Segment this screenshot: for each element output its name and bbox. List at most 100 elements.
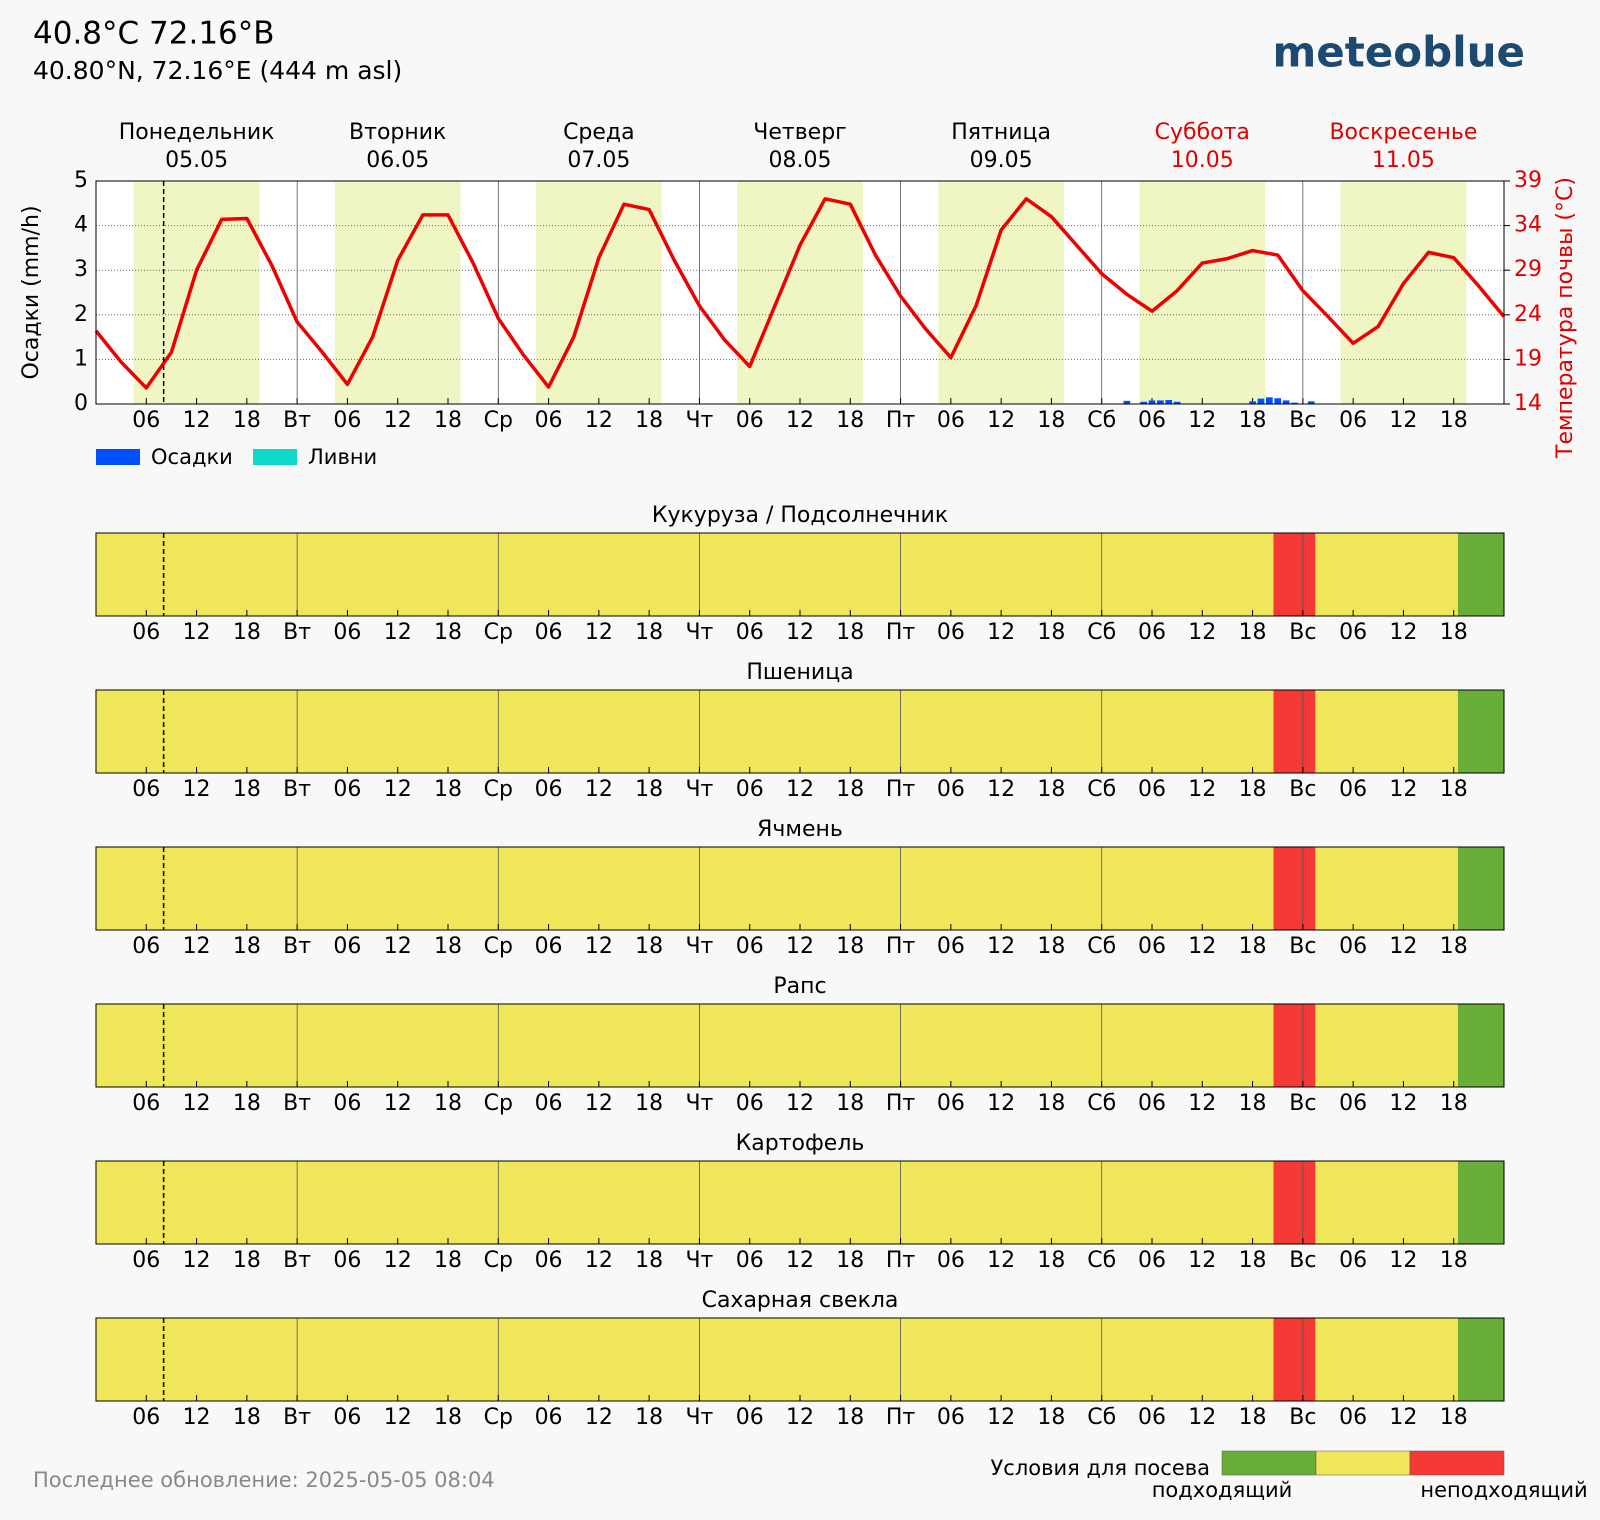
day-date: 05.05 bbox=[165, 148, 228, 173]
x-tick-label: 12 bbox=[786, 934, 814, 959]
panel-title: Рапс bbox=[773, 974, 826, 999]
x-tick-label: 12 bbox=[585, 777, 613, 802]
x-tick-label: 12 bbox=[384, 620, 412, 645]
y2-tick-label: 19 bbox=[1514, 346, 1542, 371]
x-tick-label: Вт bbox=[283, 408, 311, 433]
day-name: Понедельник bbox=[119, 120, 275, 145]
x-tick-label: 18 bbox=[635, 934, 663, 959]
x-tick-label: 12 bbox=[183, 934, 211, 959]
x-tick-label: 18 bbox=[434, 408, 462, 433]
x-tick-label: 18 bbox=[635, 620, 663, 645]
x-tick-label: 18 bbox=[233, 1405, 261, 1430]
precip-bar bbox=[1265, 397, 1273, 404]
x-tick-label: 18 bbox=[434, 620, 462, 645]
precip-bar bbox=[1173, 401, 1181, 404]
daylight bbox=[737, 181, 863, 404]
precip-bar bbox=[1257, 398, 1265, 404]
x-tick-label: 06 bbox=[535, 1405, 563, 1430]
y-tick-label: 1 bbox=[74, 346, 88, 371]
condition-segment bbox=[1315, 1004, 1458, 1087]
x-tick-label: 06 bbox=[535, 408, 563, 433]
x-tick-label: 12 bbox=[384, 1248, 412, 1273]
x-tick-label: 12 bbox=[384, 408, 412, 433]
panel-frame bbox=[95, 532, 1505, 617]
x-tick-label: 18 bbox=[1239, 777, 1267, 802]
x-tick-label: Пт bbox=[886, 1248, 916, 1273]
condition-segment bbox=[96, 690, 1274, 773]
x-tick-label: 18 bbox=[1239, 620, 1267, 645]
x-tick-label: 18 bbox=[836, 1248, 864, 1273]
x-tick-label: 18 bbox=[1239, 1248, 1267, 1273]
x-tick-label: 12 bbox=[1188, 620, 1216, 645]
x-tick-label: 06 bbox=[535, 1248, 563, 1273]
daylight bbox=[938, 181, 1064, 404]
x-tick-label: 06 bbox=[1138, 934, 1166, 959]
x-tick-label: Чт bbox=[685, 620, 713, 645]
y2-tick-label: 29 bbox=[1514, 257, 1542, 282]
x-tick-label: 12 bbox=[585, 1248, 613, 1273]
x-tick-label: 18 bbox=[1037, 1091, 1065, 1116]
day-date: 11.05 bbox=[1372, 148, 1435, 173]
x-tick-label: Ср bbox=[484, 620, 513, 645]
precip-bar bbox=[1274, 398, 1282, 404]
x-tick-label: Ср bbox=[484, 408, 513, 433]
precip-bar bbox=[1148, 400, 1156, 404]
x-tick-label: 18 bbox=[434, 1091, 462, 1116]
y2-tick-label: 39 bbox=[1514, 168, 1542, 193]
x-tick-label: 12 bbox=[384, 934, 412, 959]
x-tick-label: 06 bbox=[333, 934, 361, 959]
panel-frame bbox=[95, 1003, 1505, 1088]
x-tick-label: 12 bbox=[384, 1091, 412, 1116]
x-tick-label: Вт bbox=[283, 1405, 311, 1430]
y-tick-label: 3 bbox=[74, 257, 88, 282]
x-tick-label: 18 bbox=[635, 1248, 663, 1273]
x-tick-label: Ср bbox=[484, 934, 513, 959]
x-tick-label: 12 bbox=[1389, 408, 1417, 433]
x-tick-label: 12 bbox=[987, 1091, 1015, 1116]
x-tick-label: Вт bbox=[283, 777, 311, 802]
condition-segment bbox=[1457, 1318, 1504, 1401]
x-tick-label: 12 bbox=[585, 620, 613, 645]
x-tick-label: 06 bbox=[937, 934, 965, 959]
x-tick-label: 06 bbox=[1138, 1405, 1166, 1430]
x-tick-label: Вс bbox=[1289, 934, 1316, 959]
condition-segment bbox=[1273, 690, 1316, 773]
x-tick-label: 06 bbox=[535, 934, 563, 959]
x-tick-label: 06 bbox=[333, 620, 361, 645]
logo: meteoblue bbox=[1272, 28, 1525, 77]
x-tick-label: Вт bbox=[283, 934, 311, 959]
x-tick-label: 06 bbox=[736, 934, 764, 959]
x-tick-label: 18 bbox=[836, 777, 864, 802]
x-tick-label: 06 bbox=[333, 408, 361, 433]
x-tick-label: 12 bbox=[786, 1091, 814, 1116]
day-date: 10.05 bbox=[1171, 148, 1234, 173]
x-tick-label: 06 bbox=[1339, 934, 1367, 959]
x-tick-label: 12 bbox=[1389, 777, 1417, 802]
x-tick-label: 12 bbox=[585, 408, 613, 433]
condition-segment bbox=[1273, 1161, 1316, 1244]
x-tick-label: 06 bbox=[1339, 1091, 1367, 1116]
plot-frame bbox=[95, 180, 1505, 405]
x-tick-label: 06 bbox=[1339, 1405, 1367, 1430]
condition-segment bbox=[1315, 690, 1458, 773]
x-tick-label: 06 bbox=[1339, 777, 1367, 802]
legend-label: Ливни bbox=[308, 445, 377, 469]
legend-label: Осадки bbox=[151, 445, 233, 469]
x-tick-label: Вт bbox=[283, 1248, 311, 1273]
x-tick-label: 06 bbox=[132, 934, 160, 959]
y-tick-label: 0 bbox=[74, 391, 88, 416]
panel-title: Пшеница bbox=[746, 660, 853, 685]
day-date: 06.05 bbox=[366, 148, 429, 173]
x-tick-label: 18 bbox=[1440, 1248, 1468, 1273]
legend-title: Условия для посева bbox=[991, 1456, 1211, 1480]
x-tick-label: 12 bbox=[1389, 1248, 1417, 1273]
x-tick-label: Ср bbox=[484, 1405, 513, 1430]
legend-swatch bbox=[253, 449, 297, 465]
x-tick-label: 12 bbox=[786, 620, 814, 645]
x-tick-label: Сб bbox=[1087, 408, 1116, 433]
condition-segment bbox=[1315, 533, 1458, 616]
precip-bar bbox=[1157, 400, 1164, 404]
x-tick-label: 06 bbox=[937, 408, 965, 433]
condition-segment bbox=[96, 1161, 1274, 1244]
